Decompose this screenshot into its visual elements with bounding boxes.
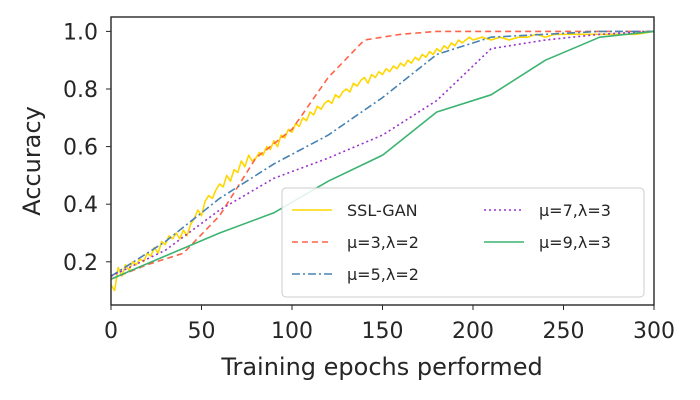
y-axis-title: Accuracy <box>18 106 46 216</box>
y-ticks: 0.2 0.4 0.6 0.8 1.0 <box>63 20 111 276</box>
y-tick-label: 1.0 <box>63 20 98 45</box>
legend: SSL-GAN μ=3,λ=2 μ=5,λ=2 μ=7,λ=3 μ=9,λ=3 <box>281 187 645 298</box>
y-tick-label: 0.6 <box>63 136 98 161</box>
series-line-mu7_lambda3 <box>111 30 654 277</box>
x-tick-label: 250 <box>543 319 585 344</box>
y-tick-label: 0.2 <box>63 251 98 276</box>
x-tick-label: 100 <box>271 319 313 344</box>
legend-label-mu5_lambda2: μ=5,λ=2 <box>347 265 419 284</box>
x-axis-title: Training epochs performed <box>220 353 542 381</box>
x-tick-label: 0 <box>104 319 118 344</box>
legend-label-SSL-GAN: SSL-GAN <box>347 201 418 220</box>
legend-box <box>281 187 645 298</box>
series-line-SSL-GAN <box>111 30 654 292</box>
x-tick-label: 50 <box>188 319 216 344</box>
series-line-mu3_lambda2 <box>111 30 654 280</box>
series-line-mu5_lambda2 <box>111 30 654 277</box>
x-ticks: 0 50 100 150 200 250 300 <box>104 305 675 344</box>
legend-label-mu7_lambda3: μ=7,λ=3 <box>539 201 611 220</box>
series-line-mu9_lambda3 <box>111 30 654 280</box>
x-tick-label: 200 <box>452 319 494 344</box>
y-tick-label: 0.4 <box>63 193 98 218</box>
legend-label-mu3_lambda2: μ=3,λ=2 <box>347 233 419 252</box>
x-tick-label: 300 <box>633 319 675 344</box>
y-tick-label: 0.8 <box>63 78 98 103</box>
series-layer <box>111 30 654 292</box>
x-tick-label: 150 <box>362 319 404 344</box>
legend-label-mu9_lambda3: μ=9,λ=3 <box>539 233 611 252</box>
